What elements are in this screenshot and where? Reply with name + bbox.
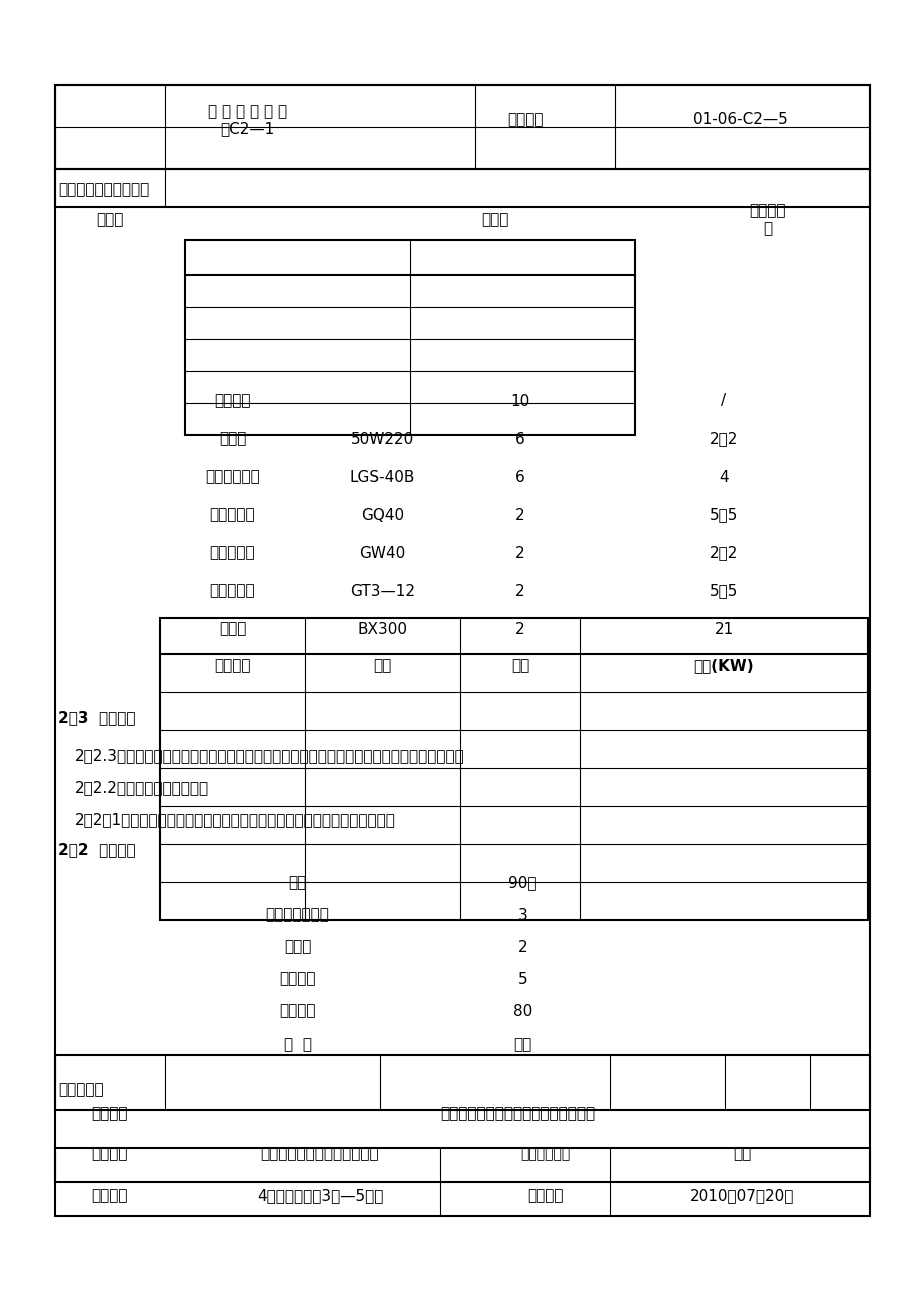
Text: 无齿锯: 无齿锯 <box>219 431 246 447</box>
Text: 50W220: 50W220 <box>350 431 414 447</box>
Bar <box>55 1148 869 1216</box>
Text: 地下室梁、顶板钢筋绑扎施工技术交底: 地下室梁、顶板钢筋绑扎施工技术交底 <box>439 1107 595 1121</box>
Bar <box>185 240 634 435</box>
Bar <box>55 169 869 207</box>
Text: 力矩扳手: 力矩扳手 <box>214 393 251 409</box>
Text: GW40: GW40 <box>359 546 405 560</box>
Text: 90人: 90人 <box>507 875 536 891</box>
Text: 钢筋调直机: 钢筋调直机 <box>210 583 255 599</box>
Text: 2。2  材料准备: 2。2 材料准备 <box>58 842 135 857</box>
Text: 机具名称: 机具名称 <box>214 659 251 673</box>
Text: 分  工: 分 工 <box>283 1036 312 1052</box>
Text: 2: 2 <box>515 621 524 637</box>
Text: 钢筋切断机: 钢筋切断机 <box>210 508 255 522</box>
Text: 钢筋清理: 钢筋清理 <box>279 971 315 987</box>
Text: LGS-40B: LGS-40B <box>349 470 414 484</box>
Text: 本表由施工单位填写。: 本表由施工单位填写。 <box>58 182 149 197</box>
Bar <box>160 618 867 921</box>
Bar <box>55 85 869 169</box>
Text: 型号: 型号 <box>373 659 391 673</box>
Text: 2。2。1材料部门按采购计划订购钢筋，根据施工进度分批进料，做好验收。: 2。2。1材料部门按采购计划订购钢筋，根据施工进度分批进料，做好验收。 <box>75 812 395 827</box>
Text: 21: 21 <box>713 621 732 637</box>
Text: 工程名称: 工程名称 <box>92 1189 128 1203</box>
Text: 3: 3 <box>517 907 527 923</box>
Text: 电焊机: 电焊机 <box>219 621 246 637</box>
Text: 技 术 交 底 记 录
表C2—1: 技 术 交 底 记 录 表C2—1 <box>208 104 287 137</box>
Text: 人数: 人数 <box>513 1036 531 1052</box>
Text: 2．2: 2．2 <box>709 546 737 560</box>
Text: 审核人: 审核人 <box>96 212 123 227</box>
Text: 01-06-C2—5: 01-06-C2—5 <box>692 112 787 128</box>
Text: /: / <box>720 393 726 409</box>
Text: 6: 6 <box>515 431 525 447</box>
Text: 钢筋弯曲机: 钢筋弯曲机 <box>210 546 255 560</box>
Text: 浇筑混凝土看筋: 浇筑混凝土看筋 <box>266 907 329 923</box>
Text: 电焊工: 电焊工 <box>283 940 311 954</box>
Text: 交底提要: 交底提要 <box>92 1107 128 1121</box>
Text: 5: 5 <box>517 971 527 987</box>
Text: 总计: 总计 <box>288 875 306 891</box>
Text: 80: 80 <box>512 1004 531 1018</box>
Text: 接受交底
人: 接受交底 人 <box>748 203 785 236</box>
Text: 5。5: 5。5 <box>709 508 737 522</box>
Text: 交底人: 交底人 <box>481 212 508 227</box>
Text: 交底内容：: 交底内容： <box>58 1082 104 1098</box>
Text: 数量: 数量 <box>510 659 528 673</box>
Bar <box>55 1055 869 1111</box>
Text: 分项工程名称: 分项工程名称 <box>519 1147 570 1161</box>
Text: 2: 2 <box>515 583 524 599</box>
Text: 北京市朝阳田华建筑集团公司: 北京市朝阳田华建筑集团公司 <box>260 1147 379 1161</box>
Text: 资料编号: 资料编号 <box>506 112 542 128</box>
Text: 2: 2 <box>517 940 527 954</box>
Text: GQ40: GQ40 <box>360 508 403 522</box>
Text: 钢筋: 钢筋 <box>732 1147 751 1161</box>
Text: 10: 10 <box>510 393 529 409</box>
Text: 2010年07月20日: 2010年07月20日 <box>689 1189 794 1203</box>
Text: 2: 2 <box>515 546 524 560</box>
Text: 4: 4 <box>719 470 728 484</box>
Text: 2．2: 2．2 <box>709 431 737 447</box>
Text: 5．5: 5．5 <box>709 583 737 599</box>
Text: 施工单位: 施工单位 <box>92 1147 128 1161</box>
Text: 4号科研生产楼3项—5号楼: 4号科研生产楼3项—5号楼 <box>256 1189 383 1203</box>
Text: 钢筋安装: 钢筋安装 <box>279 1004 315 1018</box>
Text: GT3—12: GT3—12 <box>349 583 414 599</box>
Text: 2。2.2直螺纹套筒按进度进场: 2。2.2直螺纹套筒按进度进场 <box>75 780 209 796</box>
Text: 2: 2 <box>515 508 524 522</box>
Text: 6: 6 <box>515 470 525 484</box>
Text: 2。2.3梁底采用大理石垫块，顶板采用塑料垫块，根据钢筋保护层厚度由材料部门统一购买。: 2。2.3梁底采用大理石垫块，顶板采用塑料垫块，根据钢筋保护层厚度由材料部门统一… <box>75 749 464 763</box>
Text: BX300: BX300 <box>357 621 407 637</box>
Text: 交底日期: 交底日期 <box>527 1189 562 1203</box>
Text: 2。3  机具准备: 2。3 机具准备 <box>58 710 135 725</box>
Text: 直螺纹套丝机: 直螺纹套丝机 <box>205 470 259 484</box>
Bar <box>55 85 869 1182</box>
Text: 功率(KW): 功率(KW) <box>693 659 754 673</box>
